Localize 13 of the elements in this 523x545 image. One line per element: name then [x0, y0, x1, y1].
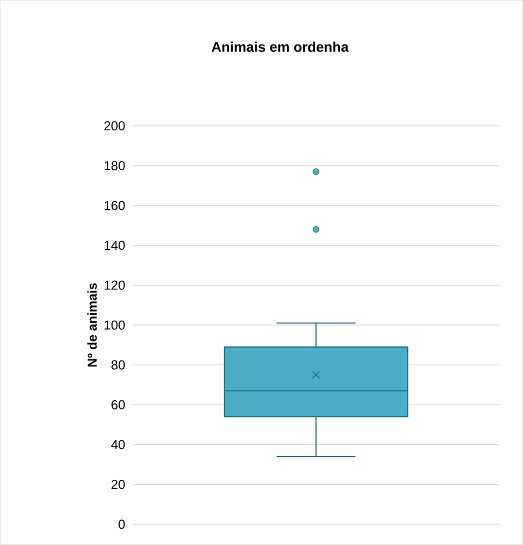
y-tick-label: 60 [112, 400, 125, 410]
y-tick-label: 20 [112, 480, 125, 490]
y-axis-title: Nº de animais [87, 283, 97, 367]
chart-title: Animais em ordenha [212, 42, 349, 52]
y-tick-label: 140 [104, 240, 125, 250]
y-tick-label: 80 [111, 360, 125, 370]
y-tick-label: 160 [104, 200, 125, 210]
y-tick-label: 200 [104, 121, 125, 130]
y-tick-label: 0 [118, 520, 125, 529]
y-tick-label: 180 [104, 161, 125, 170]
y-tick-label: 100 [104, 320, 125, 330]
y-tick-label: 120 [104, 280, 125, 290]
y-tick-label: 40 [111, 440, 125, 450]
